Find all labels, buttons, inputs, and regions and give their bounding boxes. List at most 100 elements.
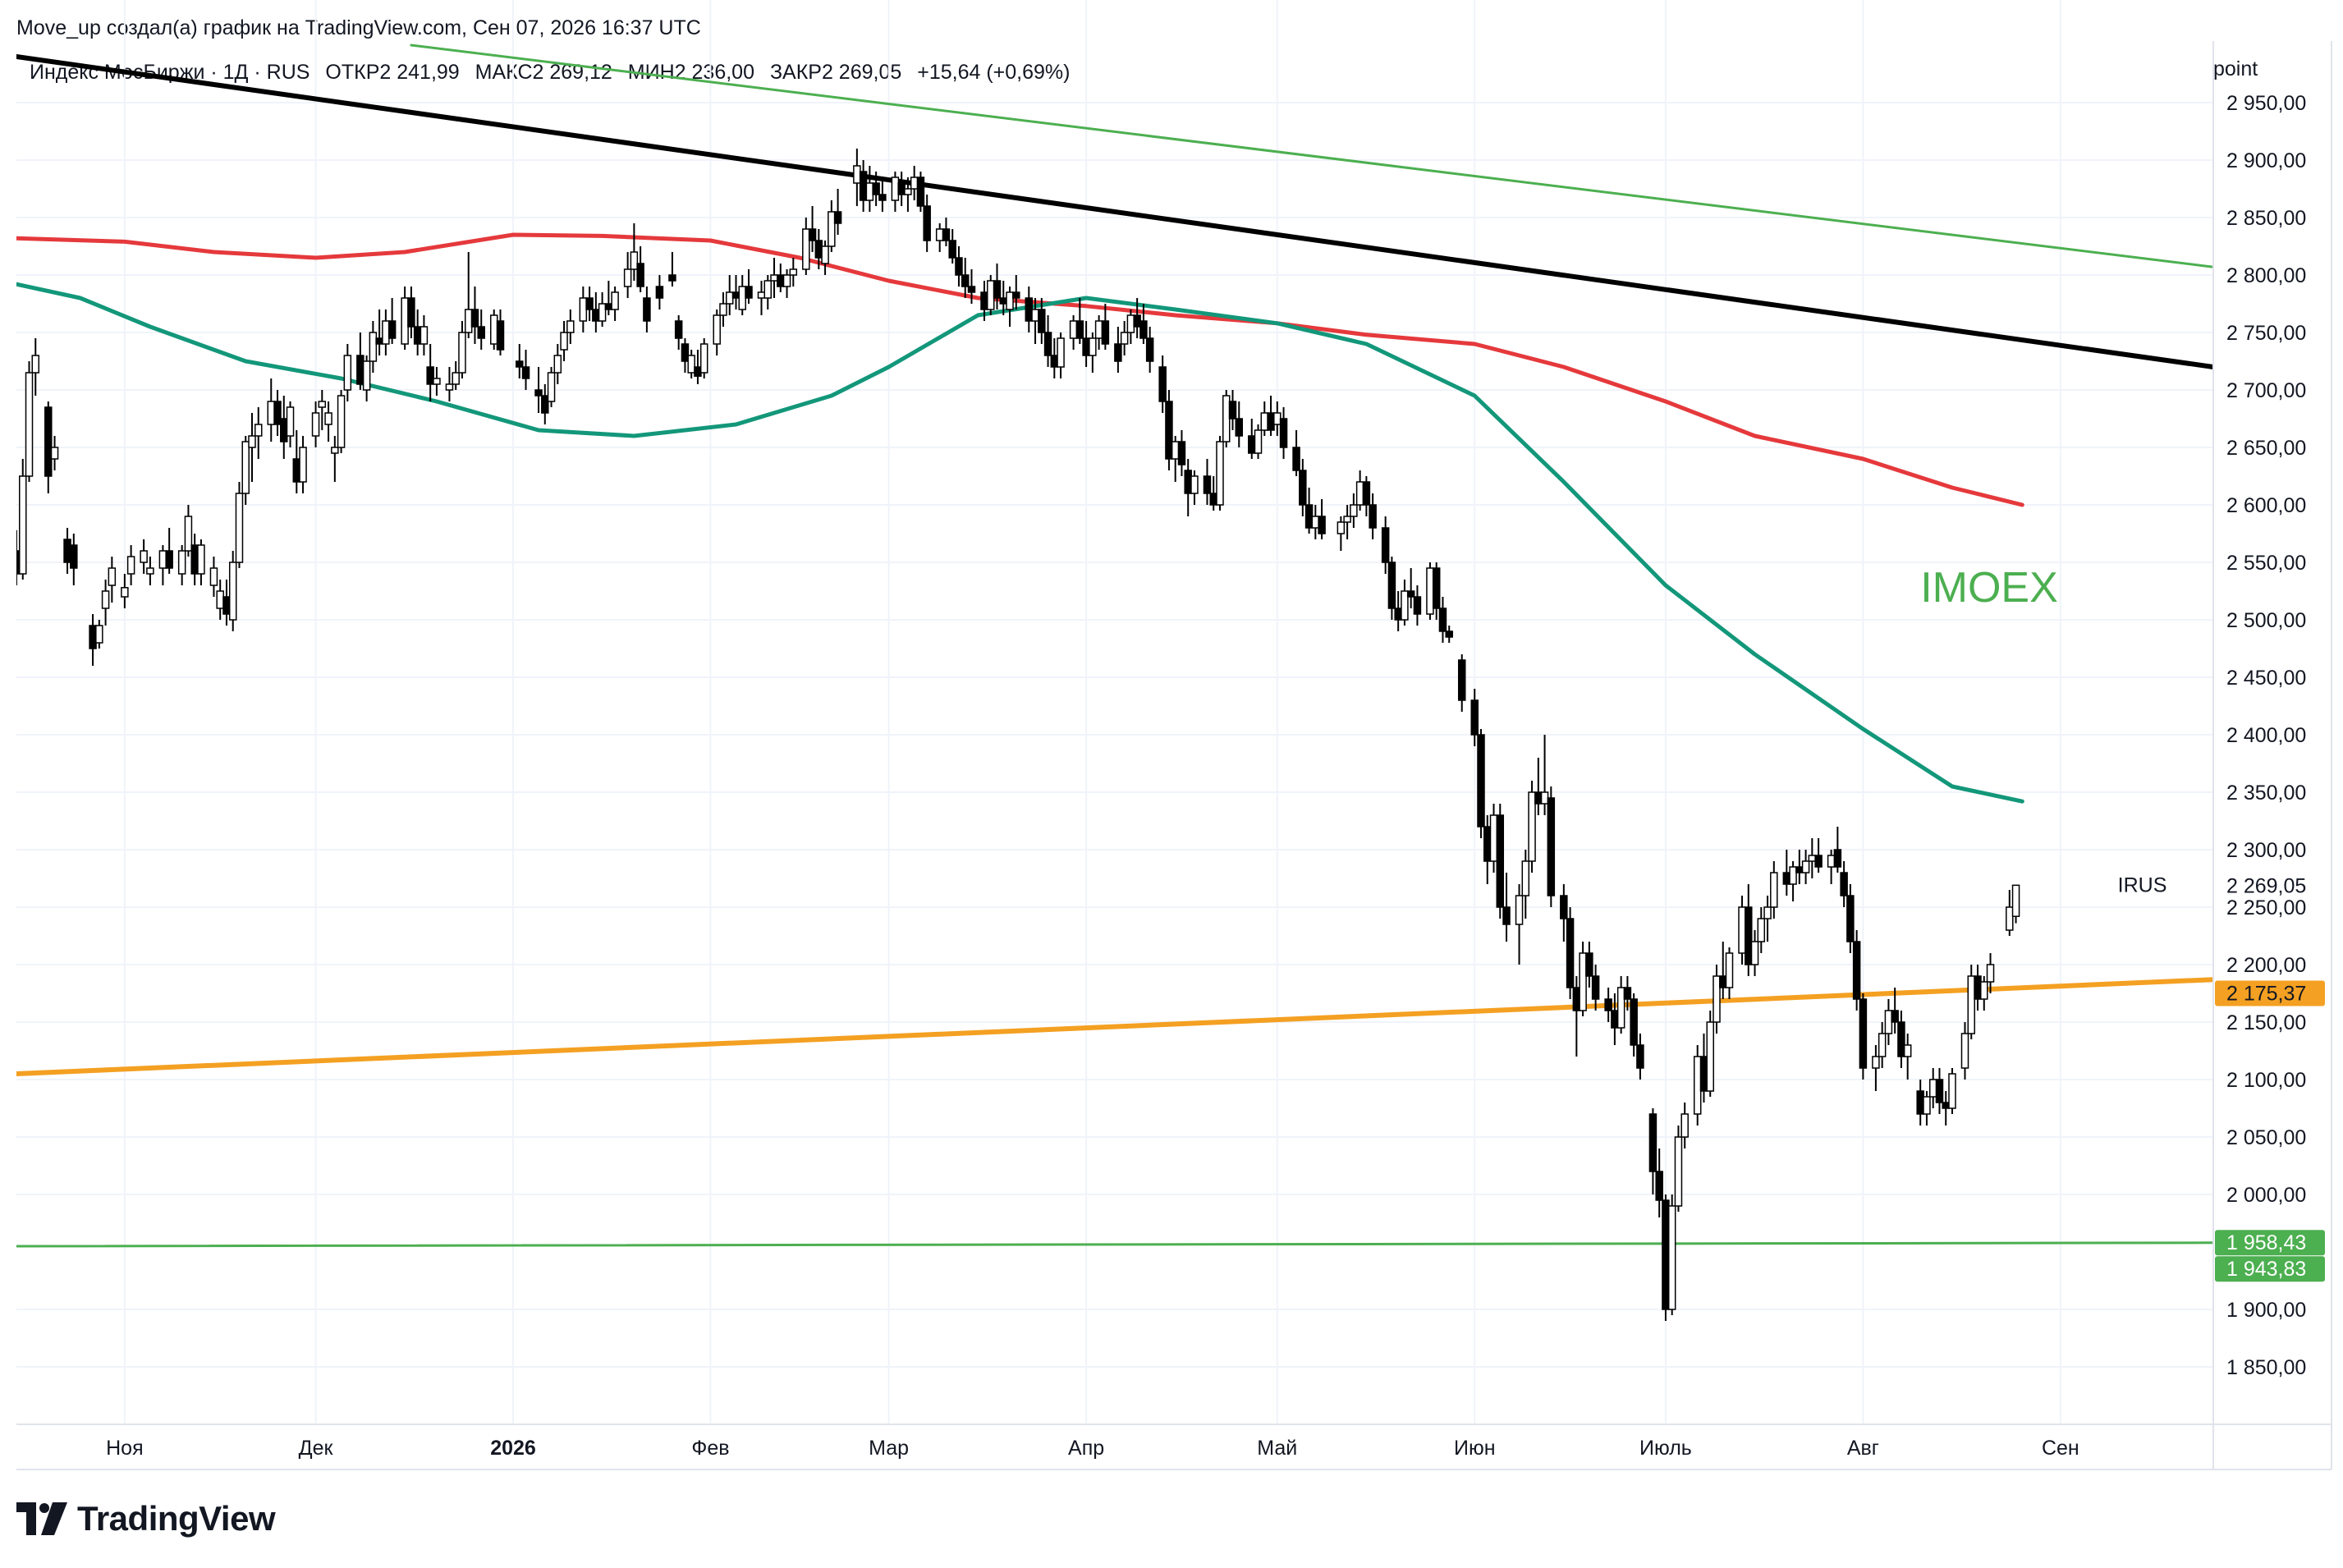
candle	[1432, 562, 1441, 620]
candle-body	[604, 303, 613, 310]
candle	[343, 344, 352, 401]
candle	[19, 459, 27, 580]
candle	[228, 551, 237, 631]
candle-body	[1177, 441, 1186, 465]
candle	[967, 269, 976, 304]
candle	[1438, 597, 1447, 643]
candle-body	[1025, 297, 1034, 322]
candle-body	[1662, 1199, 1670, 1310]
candle-body	[184, 516, 193, 552]
candle-body	[699, 343, 708, 374]
candle	[1782, 850, 1791, 896]
candle-body	[470, 309, 479, 328]
candle	[1667, 1194, 1676, 1315]
candle	[1254, 424, 1263, 459]
candle	[1852, 930, 1861, 1011]
candle	[1872, 1045, 1880, 1091]
candle	[1089, 332, 1097, 373]
candle-body	[655, 286, 664, 299]
candle-body	[547, 372, 556, 402]
x-tick-label: Июль	[1639, 1437, 1692, 1460]
candle-body	[1667, 1205, 1676, 1310]
candle-body	[1114, 343, 1122, 362]
candle	[1923, 1091, 1931, 1126]
ohlc-open: ОТКР2 241,99	[325, 61, 459, 84]
candle	[1738, 896, 1746, 965]
candle-body	[1089, 337, 1097, 356]
candle	[516, 344, 524, 378]
price-badge-bg	[2215, 1256, 2325, 1282]
candle	[1750, 930, 1759, 976]
candle-body	[1190, 475, 1199, 494]
candle	[1891, 988, 1899, 1034]
candle	[1604, 988, 1612, 1022]
candle-body	[904, 188, 912, 195]
candle	[1158, 355, 1167, 413]
candle-body	[1833, 849, 1842, 868]
candle-body	[1165, 401, 1173, 460]
candle-body	[1038, 309, 1046, 333]
candle-body	[853, 165, 861, 184]
candle-body	[674, 320, 683, 339]
candle	[1585, 942, 1593, 988]
candle-body	[1693, 1056, 1702, 1115]
candle	[407, 287, 415, 338]
y-tick-label: 2 350,00	[2226, 782, 2306, 805]
candle-body	[292, 458, 301, 483]
candle	[1082, 321, 1090, 367]
price-badge: 1 958,43	[2215, 1230, 2325, 1256]
price-badge-bg	[2215, 873, 2325, 899]
candle	[1012, 275, 1020, 309]
ohlc-close-label: ЗАКР	[769, 61, 822, 84]
candle	[694, 350, 702, 384]
candle	[158, 545, 167, 585]
candle-body	[190, 544, 199, 575]
trendline	[16, 1241, 2213, 1248]
candle-body	[1483, 826, 1492, 862]
candle-body	[1903, 1044, 1912, 1057]
candle-body	[579, 297, 588, 322]
candle-body	[560, 332, 568, 351]
candle	[1662, 1194, 1670, 1321]
candle	[789, 258, 798, 287]
candle-body	[833, 211, 842, 224]
tradingview-logo[interactable]: TradingView	[16, 1499, 276, 1538]
candle	[745, 269, 753, 304]
candle-body	[1528, 791, 1536, 862]
candle	[1591, 965, 1600, 1011]
candle-body	[1884, 1010, 1893, 1034]
candle-body	[1006, 291, 1014, 310]
price-badge-label: 1 958,43	[2226, 1231, 2306, 1254]
candle-body	[1126, 314, 1135, 333]
candle-body	[273, 401, 282, 425]
candle	[1387, 557, 1396, 620]
candle	[1928, 1068, 1937, 1108]
candle-body	[1209, 493, 1217, 506]
candle	[1986, 953, 1995, 993]
candle	[1655, 1148, 1663, 1217]
candle-body	[458, 332, 466, 374]
candle-body	[1057, 337, 1065, 368]
candle-body	[1279, 418, 1288, 448]
candle-body	[1757, 918, 1766, 942]
candle-body	[1878, 1033, 1887, 1057]
candle-body	[611, 291, 619, 310]
y-tick-label: 2 550,00	[2226, 552, 2306, 575]
candle	[140, 539, 148, 574]
candle	[1528, 781, 1536, 873]
candle	[770, 258, 778, 298]
symbol-legend: Индекс МосБиржи · 1Д · RUS ОТКР2 241,99 …	[30, 61, 1080, 85]
candle	[1801, 850, 1810, 884]
candle	[311, 401, 320, 447]
moving-average-line	[16, 282, 2024, 804]
candle	[865, 166, 874, 212]
candle	[655, 275, 664, 309]
candle	[273, 390, 282, 436]
candle	[1235, 401, 1244, 447]
price-unit-label[interactable]: point	[2213, 57, 2258, 80]
candle-body	[1725, 952, 1734, 988]
candle-body	[1120, 332, 1129, 345]
candle	[477, 309, 485, 350]
candle	[1846, 884, 1855, 953]
